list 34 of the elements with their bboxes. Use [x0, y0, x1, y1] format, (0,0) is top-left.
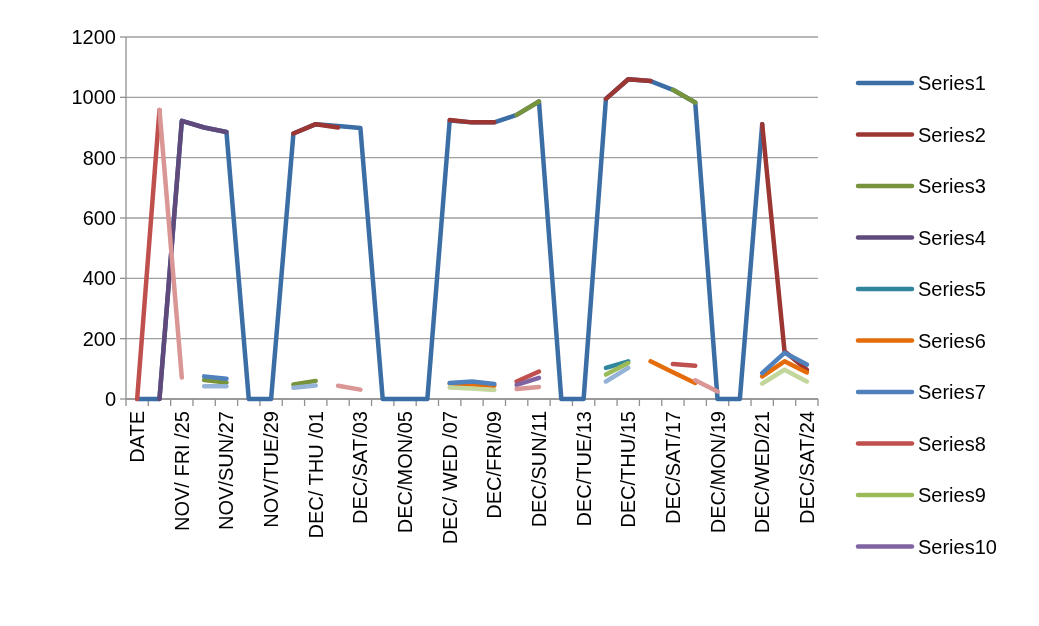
x-tick-label: DEC/FRI/09	[483, 411, 506, 519]
y-tick-label: 800	[82, 146, 116, 169]
x-tick-label: DEC/WED/21	[751, 411, 774, 534]
legend-label: Series2	[918, 123, 986, 146]
legend-label: Series7	[918, 381, 986, 403]
x-tick-label: DEC/MON/05	[394, 411, 417, 534]
legend-label: Series6	[918, 329, 986, 352]
y-tick-label: 1200	[71, 26, 116, 48]
legend-label: Series8	[918, 432, 986, 455]
x-tick-label: DEC/SUN/11	[527, 411, 550, 528]
x-tick-label: DEC/MON/19	[706, 411, 729, 534]
x-tick-label: DEC/THU/15	[617, 411, 640, 528]
y-tick-label: 400	[82, 267, 116, 290]
x-tick-label: DEC/SAT/24	[795, 411, 818, 524]
legend-label: Series3	[918, 175, 986, 197]
legend-label: Series5	[918, 278, 986, 300]
x-tick-label: DATE	[126, 411, 149, 463]
legend-label: Series10	[918, 535, 997, 558]
y-tick-label: 0	[104, 388, 116, 410]
x-tick-label: DEC/SAT/03	[349, 411, 372, 524]
x-tick-label: DEC/SAT/17	[661, 411, 684, 524]
y-tick-label: 1000	[71, 86, 116, 109]
legend-label: Series1	[918, 72, 986, 94]
x-tick-label: DEC/TUE/13	[572, 411, 595, 527]
x-tick-label: NOV/SUN/27	[215, 411, 238, 530]
x-tick-label: DEC/ THU /01	[304, 411, 327, 539]
y-tick-label: 200	[82, 327, 116, 350]
x-tick-label: DEC/ WED /07	[438, 411, 461, 545]
y-tick-label: 600	[82, 207, 116, 229]
line-series	[157, 118, 229, 402]
legend-label: Series9	[918, 484, 986, 506]
x-tick-label: NOV/ FRI /25	[170, 411, 193, 532]
x-tick-label: NOV/TUE/29	[260, 411, 283, 528]
legend-label: Series4	[918, 226, 986, 249]
